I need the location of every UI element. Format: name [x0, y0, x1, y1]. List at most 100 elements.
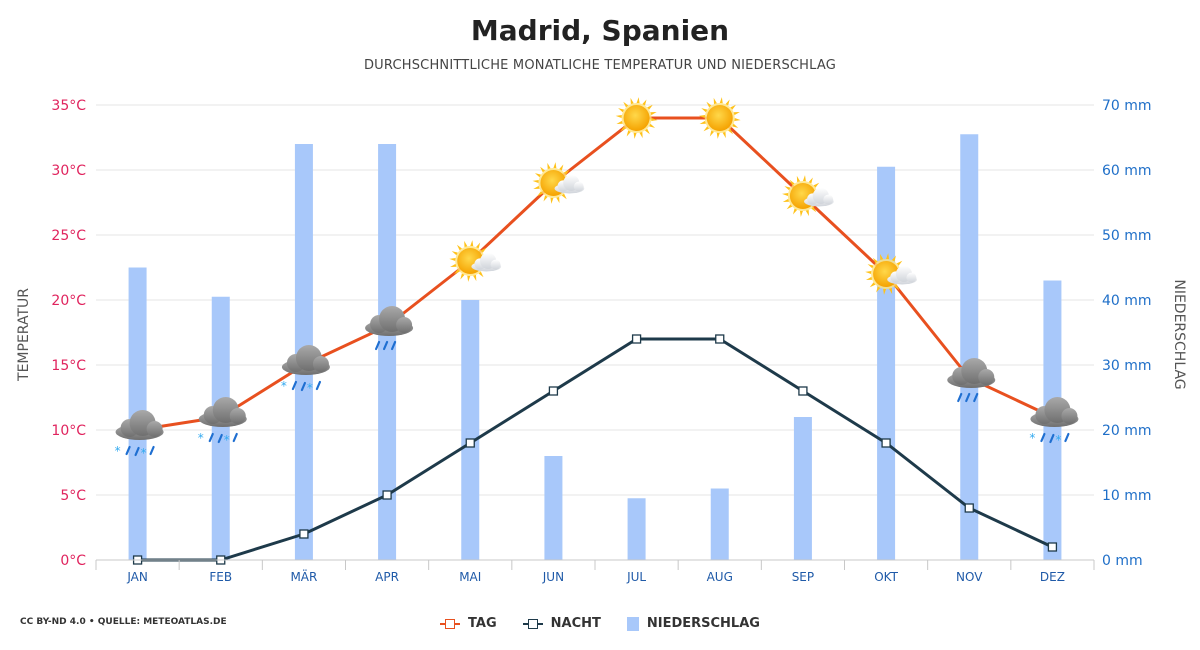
sun-ray — [651, 118, 658, 121]
sun-ray — [559, 164, 564, 171]
sun-ray — [478, 271, 484, 278]
left-axis-tick-label: 0°C — [60, 553, 86, 569]
sun-ray — [626, 130, 631, 137]
sun-cloud-icon — [449, 240, 502, 282]
precip-bar — [627, 498, 646, 560]
sun-ray — [547, 162, 551, 170]
day-line — [137, 116, 1054, 432]
sun-icon — [698, 97, 741, 139]
sun-ray — [789, 179, 795, 186]
right-axis-tick-label: 30 mm — [1102, 358, 1152, 374]
cloud-puff — [823, 194, 834, 205]
sun-ray — [618, 108, 625, 113]
night-point — [798, 386, 808, 396]
precip-bar — [544, 456, 563, 560]
left-axis-tick-label: 5°C — [60, 488, 86, 504]
month-label: FEB — [209, 570, 232, 584]
cloud-puff — [978, 369, 995, 385]
snowflake: * — [1029, 431, 1035, 445]
sun-ray — [786, 204, 793, 210]
sun-ray — [722, 131, 726, 139]
sun-ray — [550, 197, 554, 204]
weather-icons: * ** ** ** * — [115, 97, 1079, 460]
sun-ray — [537, 191, 543, 197]
sun-ray — [888, 287, 893, 295]
rain-drop — [973, 392, 979, 403]
sun-ray — [701, 108, 708, 113]
sun-ray — [467, 275, 471, 282]
sun-ray — [872, 257, 878, 264]
chart-title: Madrid, Spanien — [470, 14, 730, 47]
legend-item-day[interactable]: TAG — [440, 616, 497, 631]
sun-ray — [564, 169, 570, 175]
month-label: SEP — [792, 570, 814, 584]
legend-item-precip[interactable]: NIEDERSCHLAG — [626, 616, 760, 631]
sun-ray — [532, 180, 539, 183]
sun-ray — [883, 288, 887, 295]
sun-ray — [615, 115, 622, 118]
cloud-puff — [312, 356, 329, 372]
sun-ray — [813, 182, 820, 188]
rain-drop — [315, 380, 322, 391]
snowflake: * — [224, 433, 230, 447]
sun-ray — [808, 177, 813, 184]
month-label: OKT — [874, 570, 898, 584]
sun-cloud-icon — [532, 162, 585, 204]
sun-ray — [460, 273, 465, 280]
cloud-shape — [281, 345, 330, 375]
rain-drop — [208, 432, 214, 443]
sun-ray — [543, 195, 548, 202]
night-series — [132, 334, 1058, 565]
cloud-shape — [365, 306, 414, 336]
cloud-rain-icon — [365, 306, 414, 351]
night-point — [548, 386, 559, 396]
sun-ray — [698, 115, 706, 118]
legend-item-night[interactable]: NACHT — [522, 616, 601, 631]
cloud-shape — [198, 397, 247, 427]
cloud-snow-icon: * * — [115, 410, 164, 460]
cloud-shape — [471, 252, 502, 272]
sun-ray — [649, 123, 656, 128]
sun-ray — [805, 209, 809, 217]
sun-ray — [782, 193, 789, 196]
right-axis-title: NIEDERSCHLAG — [1171, 279, 1187, 389]
month-label: JAN — [126, 570, 148, 584]
sun-rays — [698, 97, 741, 139]
sun-ray — [616, 120, 623, 125]
sun-ray — [716, 132, 720, 139]
sun-ray — [706, 101, 712, 108]
snowflake: * — [307, 381, 313, 395]
month-label: AUG — [707, 570, 733, 584]
sun-ray — [784, 186, 791, 191]
sun-ray — [896, 260, 903, 266]
rain-drop — [390, 340, 397, 351]
right-axis-tick-label: 20 mm — [1102, 423, 1152, 439]
cloud-puff — [906, 272, 917, 283]
sun-ray — [639, 131, 643, 139]
rain-drop — [217, 433, 223, 444]
rain-drop — [134, 446, 140, 457]
night-point — [964, 503, 974, 513]
sun-ray — [480, 247, 487, 253]
sun-ray — [880, 253, 884, 261]
sun-ray — [703, 126, 710, 132]
sun-ray — [561, 193, 567, 200]
sun-ray — [796, 175, 801, 183]
sun-ray — [553, 162, 557, 169]
sun-ray — [725, 99, 730, 106]
snowflake: * — [141, 446, 147, 460]
cloud-snow-icon: * * — [1029, 397, 1079, 447]
sun-ray — [728, 128, 734, 135]
rain-drop — [300, 381, 307, 392]
rain-drop — [1040, 432, 1046, 443]
sun-icon — [615, 97, 658, 139]
precip-bar — [877, 166, 896, 560]
right-axis-tick-label: 50 mm — [1102, 228, 1152, 244]
cloud-rain-icon — [947, 358, 996, 403]
sun-ray — [450, 263, 457, 268]
left-axis-tick-label: 20°C — [51, 293, 86, 309]
cloud-puff — [229, 408, 246, 424]
left-axis-tick-label: 10°C — [51, 423, 86, 439]
rain-drop — [125, 445, 131, 456]
sun-ray — [470, 240, 474, 247]
